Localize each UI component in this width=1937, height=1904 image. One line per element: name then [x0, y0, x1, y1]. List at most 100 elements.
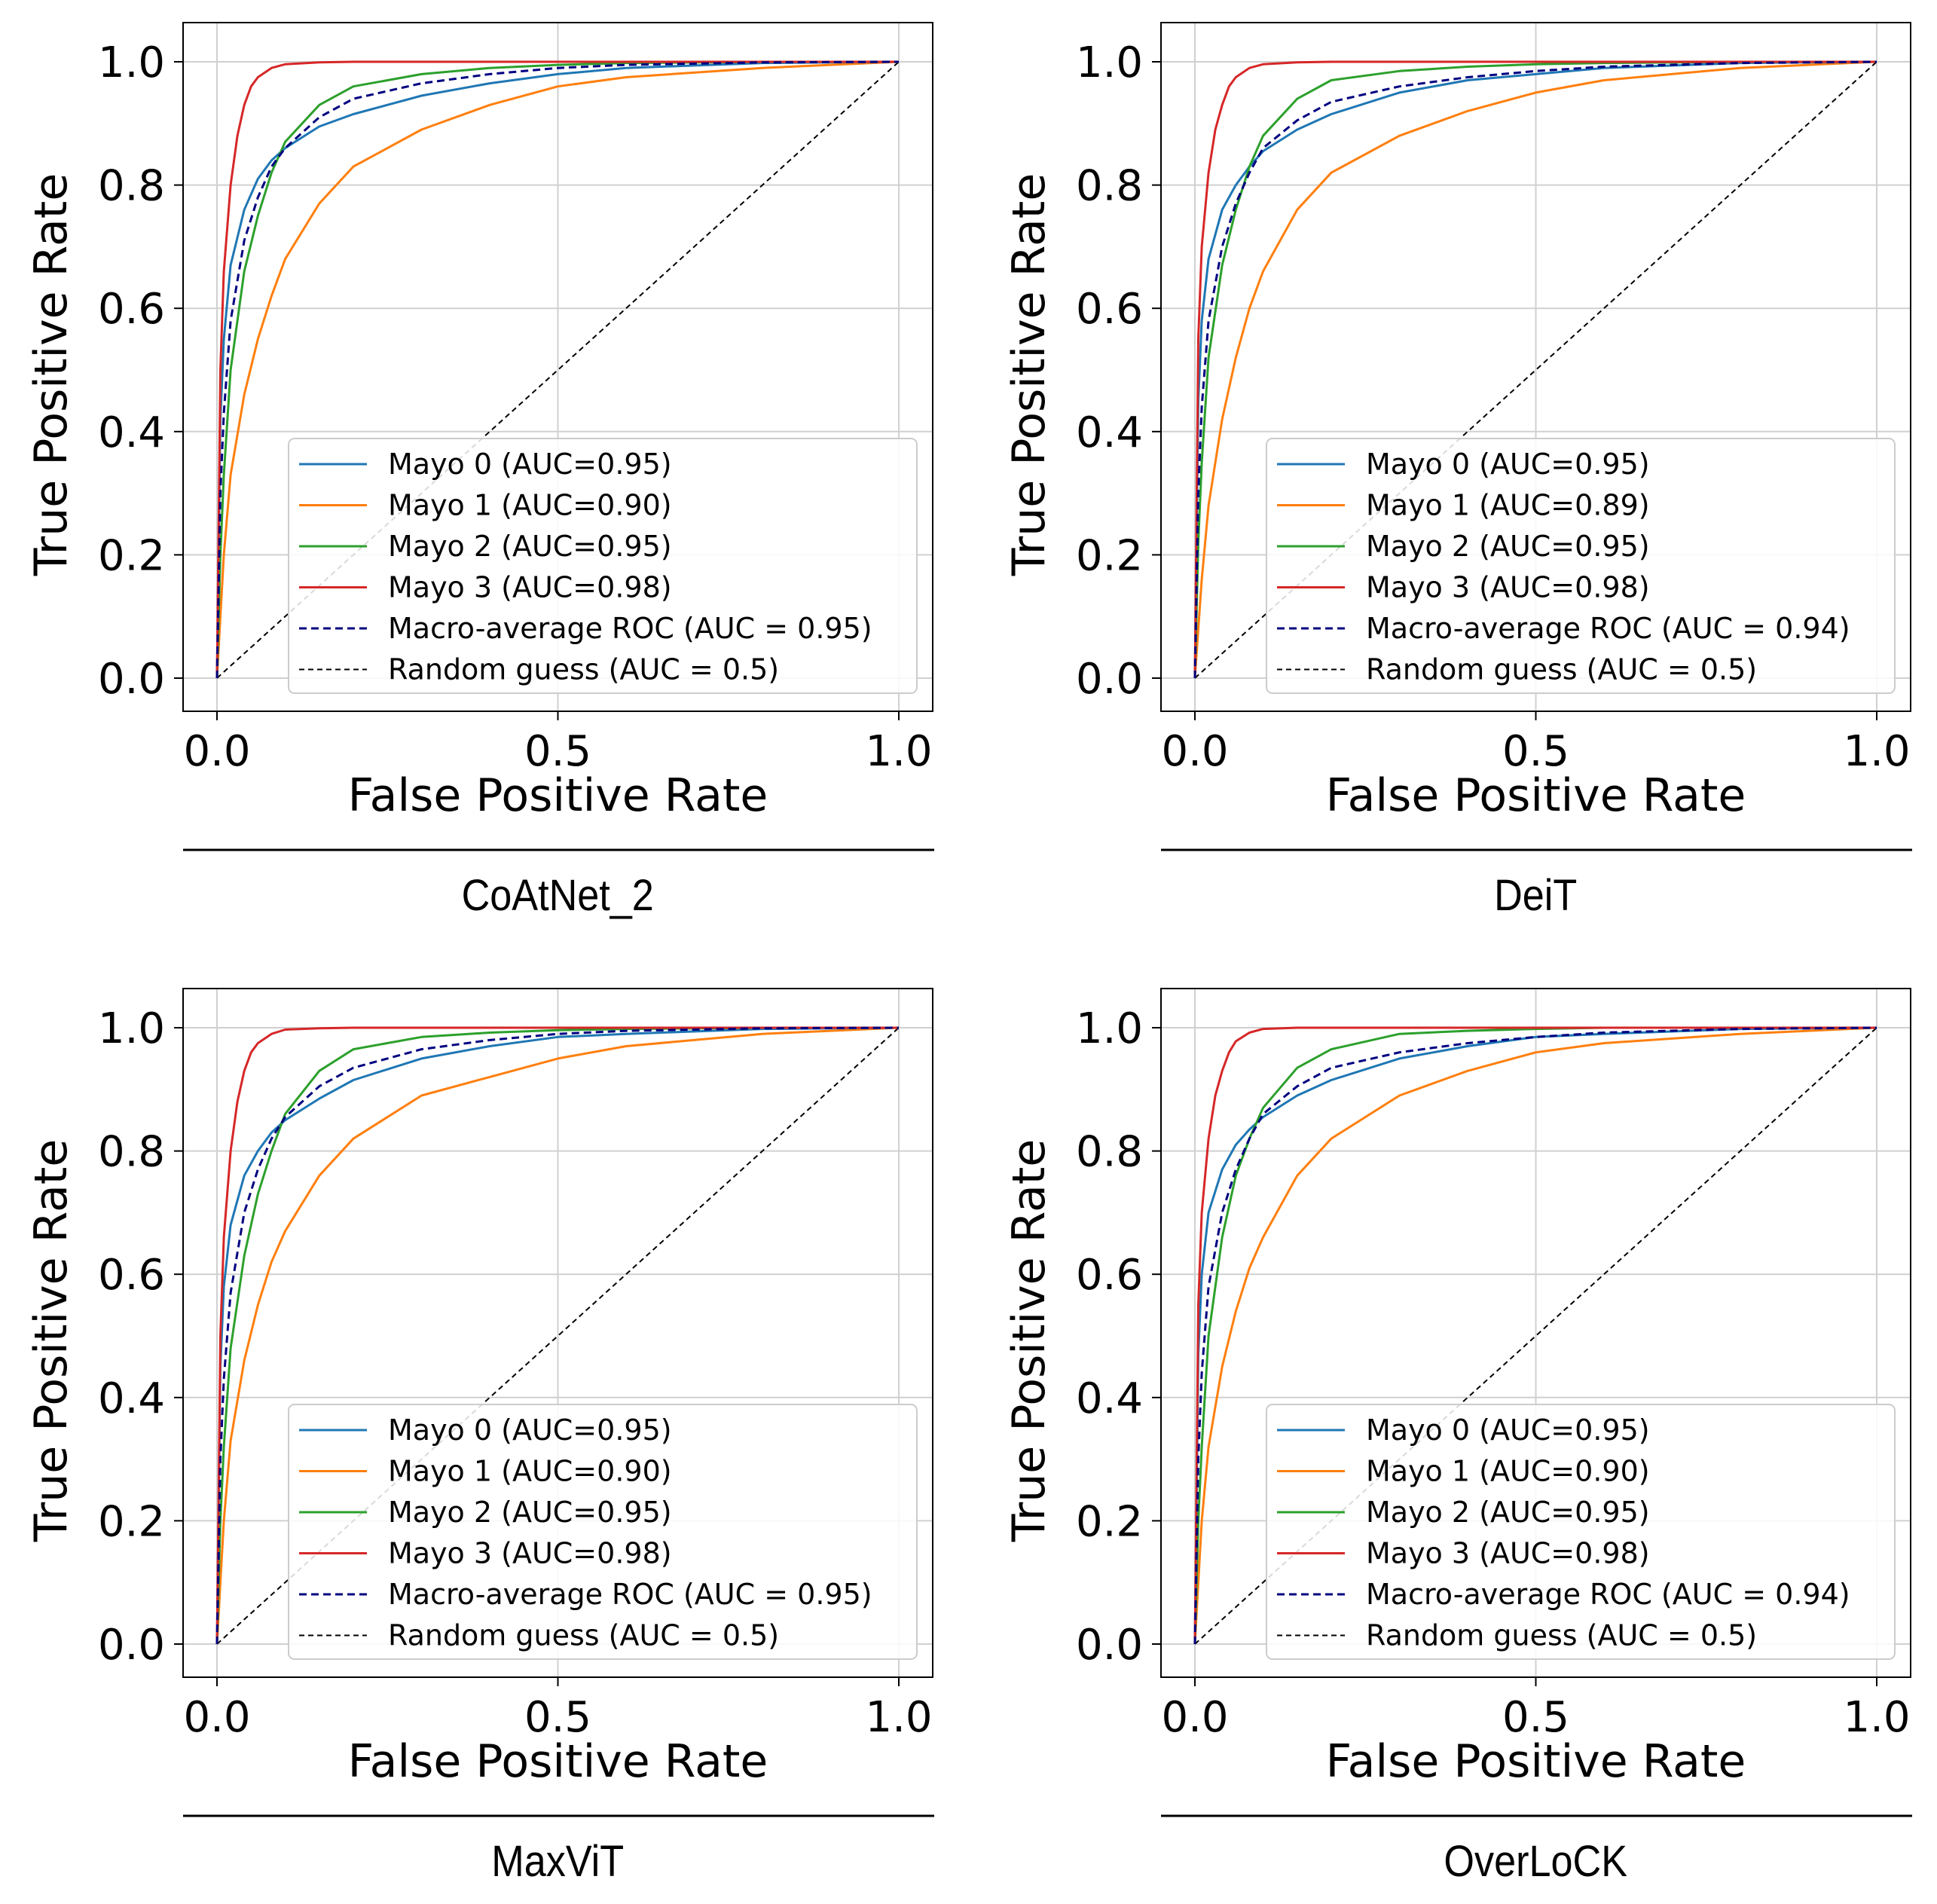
roc-curve-1: [1193, 60, 1877, 679]
x-axis-label: False Positive Rate: [348, 769, 768, 822]
y-tick-label: 0.8: [98, 1128, 165, 1177]
y-axis-label: True Positive Rate: [1003, 1139, 1056, 1542]
y-tick-label: 0.8: [1076, 162, 1143, 211]
roc-curve-4: [215, 1026, 900, 1645]
roc-curve-2: [215, 60, 899, 679]
x-tick-label: 0.5: [1502, 727, 1569, 776]
x-tick-label: 0.5: [524, 1693, 591, 1742]
y-tick-label: 1.0: [98, 38, 165, 87]
legend-box: [1266, 1404, 1896, 1660]
y-tick-label: 1.0: [98, 1004, 165, 1053]
legend-label-1: Mayo 1 (AUC=0.90): [388, 1455, 672, 1488]
legend-label-0: Mayo 0 (AUC=0.95): [1366, 1413, 1650, 1447]
y-tick-label: 0.0: [1076, 655, 1143, 704]
legend-label-5: Random guess (AUC = 0.5): [1366, 1619, 1757, 1652]
legend-label-3: Mayo 3 (AUC=0.98): [1366, 571, 1650, 604]
legend-label-3: Mayo 3 (AUC=0.98): [1366, 1537, 1650, 1570]
y-axis-label: True Positive Rate: [1003, 173, 1056, 576]
legend-box: [288, 438, 918, 694]
legend-label-2: Mayo 2 (AUC=0.95): [1366, 530, 1650, 563]
roc-curve-1: [215, 1026, 900, 1645]
legend-box: [1266, 438, 1896, 694]
x-axis-label: False Positive Rate: [348, 1735, 768, 1788]
y-tick-label: 0.4: [1076, 1374, 1143, 1423]
legend-label-5: Random guess (AUC = 0.5): [388, 653, 779, 686]
roc-curve-0: [215, 60, 900, 679]
x-tick-label: 0.5: [524, 727, 591, 776]
roc-curve-2: [215, 1026, 899, 1645]
y-tick-label: 0.2: [98, 1497, 165, 1546]
x-tick-label: 1.0: [1843, 1693, 1910, 1742]
y-tick-label: 0.0: [98, 655, 165, 704]
y-axis-label: True Positive Rate: [25, 173, 78, 576]
panel-caption: MaxViT: [491, 1836, 624, 1885]
legend-label-1: Mayo 1 (AUC=0.90): [1366, 1455, 1650, 1488]
legend-label-4: Macro-average ROC (AUC = 0.95): [388, 612, 872, 645]
legend-label-2: Mayo 2 (AUC=0.95): [388, 530, 672, 563]
roc-curve-3: [1193, 60, 1877, 679]
roc-panel-3: 0.0 0.2 0.4 0.6 0.8 1.0 0.0 0.5 1.0 False Positiv…: [1003, 988, 1912, 1886]
panel-caption: CoAtNet_2: [462, 870, 654, 919]
y-tick-label: 1.0: [1076, 1004, 1143, 1053]
roc-curve-2: [1193, 60, 1877, 679]
y-axis-label: True Positive Rate: [25, 1139, 78, 1542]
legend-label-2: Mayo 2 (AUC=0.95): [388, 1496, 672, 1529]
y-tick-label: 0.8: [98, 162, 165, 211]
x-tick-label: 0.0: [1161, 727, 1228, 776]
legend-label-1: Mayo 1 (AUC=0.90): [388, 489, 672, 522]
legend-label-0: Mayo 0 (AUC=0.95): [1366, 448, 1650, 481]
legend-label-5: Random guess (AUC = 0.5): [388, 1619, 779, 1652]
y-tick-label: 0.2: [1076, 531, 1143, 580]
legend-label-3: Mayo 3 (AUC=0.98): [388, 571, 672, 604]
legend-box: [288, 1404, 918, 1660]
x-tick-label: 1.0: [865, 727, 932, 776]
y-tick-label: 0.2: [98, 531, 165, 580]
y-tick-label: 0.0: [98, 1621, 165, 1670]
y-tick-label: 0.8: [1076, 1128, 1143, 1177]
roc-curve-1: [215, 60, 900, 679]
x-axis-label: False Positive Rate: [1326, 769, 1746, 822]
y-tick-label: 0.0: [1076, 1621, 1143, 1670]
y-tick-label: 0.4: [1076, 408, 1143, 457]
roc-curve-0: [1193, 1026, 1877, 1645]
panel-caption: OverLoCK: [1444, 1836, 1627, 1885]
x-tick-label: 0.0: [183, 1693, 250, 1742]
y-tick-label: 0.4: [98, 1374, 165, 1423]
legend-label-5: Random guess (AUC = 0.5): [1366, 653, 1757, 686]
curves: [215, 1026, 900, 1645]
y-tick-label: 0.6: [98, 285, 165, 334]
roc-curve-1: [1193, 1026, 1877, 1645]
roc-panel-1: 0.0 0.2 0.4 0.6 0.8 1.0 0.0 0.5 1.0 False Positiv…: [1003, 22, 1912, 920]
roc-curve-3: [1193, 1026, 1877, 1645]
legend-label-3: Mayo 3 (AUC=0.98): [388, 1537, 672, 1570]
legend-label-4: Macro-average ROC (AUC = 0.95): [388, 1578, 872, 1611]
y-tick-label: 0.6: [98, 1251, 165, 1300]
y-tick-label: 0.4: [98, 408, 165, 457]
curves: [215, 60, 900, 679]
roc-curve-3: [215, 60, 899, 679]
roc-curve-3: [215, 1026, 899, 1645]
y-tick-label: 0.2: [1076, 1497, 1143, 1546]
legend-label-0: Mayo 0 (AUC=0.95): [388, 448, 672, 481]
x-tick-label: 1.0: [1843, 727, 1910, 776]
curves: [1193, 1026, 1877, 1645]
x-tick-label: 0.5: [1502, 1693, 1569, 1742]
y-tick-label: 0.6: [1076, 285, 1143, 334]
x-tick-label: 0.0: [183, 727, 250, 776]
roc-curve-4: [1193, 60, 1877, 679]
curves: [1193, 60, 1877, 679]
roc-panel-0: 0.0 0.2 0.4 0.6 0.8 1.0 0.0 0.5 1.0 False Positiv…: [25, 22, 934, 920]
x-tick-label: 0.0: [1161, 1693, 1228, 1742]
y-tick-label: 0.6: [1076, 1251, 1143, 1300]
x-axis-label: False Positive Rate: [1326, 1735, 1746, 1788]
panel-caption: DeiT: [1494, 870, 1577, 919]
x-tick-label: 1.0: [865, 1693, 932, 1742]
roc-panel-2: 0.0 0.2 0.4 0.6 0.8 1.0 0.0 0.5 1.0 False Positiv…: [25, 988, 934, 1886]
legend-label-2: Mayo 2 (AUC=0.95): [1366, 1496, 1650, 1529]
roc-curve-0: [215, 1026, 900, 1645]
legend-label-4: Macro-average ROC (AUC = 0.94): [1366, 612, 1850, 645]
legend-label-1: Mayo 1 (AUC=0.89): [1366, 489, 1650, 522]
legend-label-0: Mayo 0 (AUC=0.95): [388, 1413, 672, 1447]
y-tick-label: 1.0: [1076, 38, 1143, 87]
